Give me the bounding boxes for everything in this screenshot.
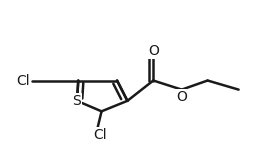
Text: O: O xyxy=(176,90,187,104)
Text: S: S xyxy=(73,94,81,108)
Text: O: O xyxy=(148,44,159,58)
Text: Cl: Cl xyxy=(93,128,107,142)
Text: Cl: Cl xyxy=(16,74,29,88)
